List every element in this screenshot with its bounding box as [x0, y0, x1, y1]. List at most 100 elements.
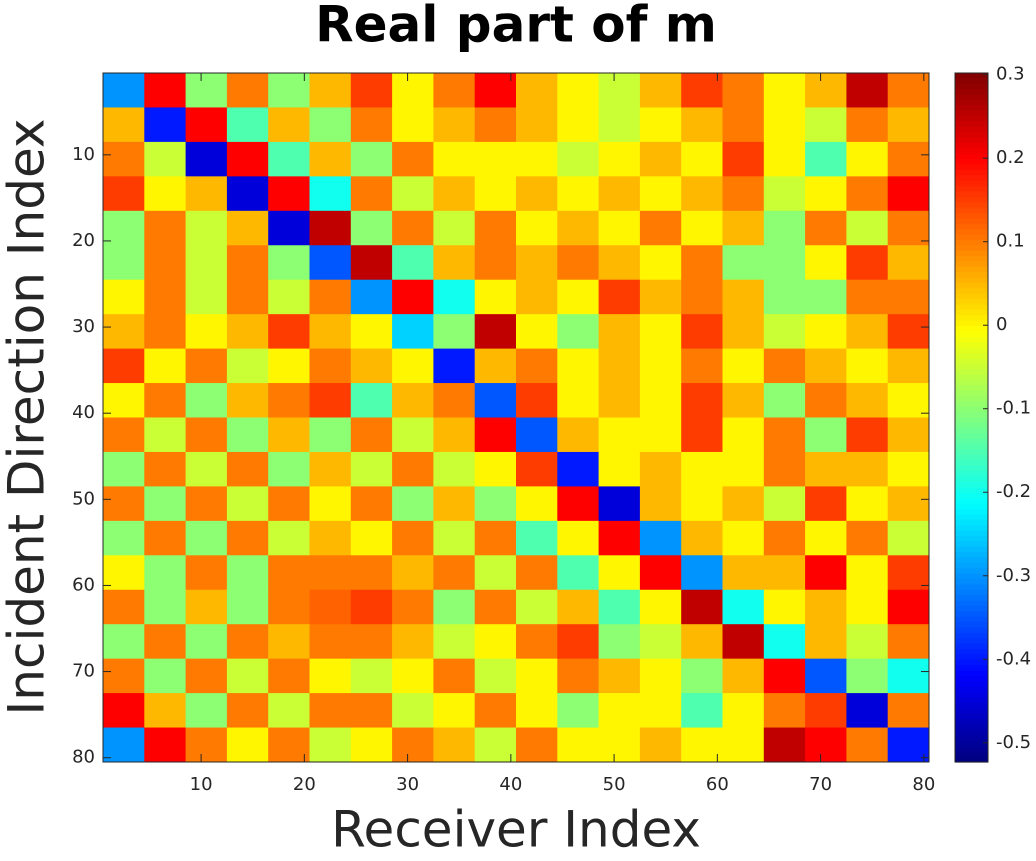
colorbar-swatch: [955, 99, 988, 106]
heatmap-cell: [185, 624, 228, 660]
heatmap-cell: [433, 417, 476, 453]
heatmap-cell: [474, 73, 517, 108]
colorbar-tick-label: -0.1: [996, 398, 1031, 419]
heatmap-cell: [516, 383, 558, 418]
heatmap-cell: [350, 107, 393, 143]
heatmap-cell: [557, 486, 600, 522]
heatmap-cell: [598, 451, 641, 487]
colorbar-swatch: [955, 471, 988, 478]
heatmap-cell: [763, 555, 806, 591]
colorbar-swatch: [955, 83, 988, 90]
colorbar-swatch: [955, 638, 988, 645]
heatmap-cell: [474, 486, 517, 522]
heatmap-cell: [681, 348, 723, 384]
heatmap-cell: [226, 73, 269, 108]
colorbar-swatch: [955, 745, 988, 752]
heatmap-cell: [268, 589, 310, 625]
heatmap-cell: [639, 348, 682, 384]
heatmap-cell: [144, 589, 187, 625]
heatmap-cell: [185, 658, 228, 694]
heatmap-cell: [639, 245, 682, 281]
colorbar-swatch: [955, 611, 988, 618]
heatmap-cell: [350, 348, 393, 384]
heatmap-cell: [185, 693, 228, 729]
heatmap-cell: [392, 107, 434, 143]
colorbar-swatch: [955, 708, 988, 715]
colorbar-swatch: [955, 325, 988, 332]
colorbar-swatch: [955, 256, 988, 262]
heatmap-cell: [103, 176, 145, 212]
colorbar-swatch: [955, 643, 988, 650]
heatmap-cell: [268, 141, 310, 177]
heatmap-cell: [805, 348, 847, 384]
colorbar-swatch: [955, 600, 988, 607]
colorbar-swatch: [955, 751, 988, 758]
heatmap-cell: [309, 73, 352, 108]
colorbar-swatch: [955, 729, 988, 736]
heatmap-cell: [763, 520, 806, 556]
heatmap-cell: [268, 624, 310, 660]
heatmap-cell: [474, 520, 517, 556]
colorbar-swatch: [955, 196, 988, 203]
colorbar-swatch: [955, 202, 988, 209]
heatmap-cell: [639, 624, 682, 660]
heatmap-cell: [268, 314, 310, 350]
heatmap-cell: [846, 451, 889, 487]
heatmap-cell: [185, 73, 228, 108]
colorbar-swatch: [955, 293, 988, 300]
heatmap-cell: [309, 624, 352, 660]
heatmap-cell: [639, 486, 682, 522]
colorbar-tick-label: -0.5: [996, 732, 1031, 753]
colorbar-swatch: [955, 110, 988, 117]
heatmap-cell: [805, 176, 847, 212]
heatmap-cell: [763, 348, 806, 384]
heatmap-cell: [722, 314, 765, 350]
heatmap-cell: [474, 141, 517, 177]
heatmap-cell: [185, 727, 228, 763]
heatmap-cell: [805, 279, 847, 315]
heatmap-cell: [433, 520, 476, 556]
heatmap-cell: [392, 176, 434, 212]
heatmap-cell: [392, 486, 434, 522]
heatmap-cell: [639, 176, 682, 212]
heatmap-cell: [763, 451, 806, 487]
heatmap-cell: [557, 383, 600, 418]
colorbar-swatch: [955, 675, 988, 682]
heatmap-cell: [144, 624, 187, 660]
heatmap-cell: [392, 624, 434, 660]
heatmap-cell: [887, 727, 930, 763]
colorbar-swatch: [955, 385, 988, 392]
heatmap-cell: [846, 245, 889, 281]
colorbar-swatch: [955, 132, 988, 139]
colorbar-swatch: [955, 568, 988, 575]
heatmap-cell: [268, 176, 310, 212]
colorbar-swatch: [955, 218, 988, 225]
heatmap-cell: [226, 383, 269, 418]
heatmap-cell: [722, 141, 765, 177]
heatmap-cell: [681, 624, 723, 660]
heatmap-cell: [722, 383, 765, 418]
heatmap-cell: [350, 245, 393, 281]
heatmap-cell: [805, 314, 847, 350]
heatmap-cell: [309, 348, 352, 384]
heatmap-cell: [144, 210, 187, 246]
heatmap-cell: [763, 107, 806, 143]
colorbar-swatch: [955, 702, 988, 709]
x-tick-label: 30: [396, 774, 419, 795]
heatmap-cell: [309, 555, 352, 591]
colorbar-swatch: [955, 412, 988, 419]
heatmap-cell: [846, 624, 889, 660]
heatmap-cell: [722, 176, 765, 212]
heatmap-cell: [557, 555, 600, 591]
heatmap-cell: [226, 693, 269, 729]
colorbar-swatch: [955, 557, 988, 564]
colorbar-swatch: [955, 584, 988, 591]
heatmap-cell: [474, 107, 517, 143]
heatmap-cell: [805, 555, 847, 591]
heatmap-cell: [103, 279, 145, 315]
colorbar-swatch: [955, 395, 988, 402]
heatmap-cell: [103, 73, 145, 108]
heatmap-cell: [557, 520, 600, 556]
heatmap-cell: [763, 383, 806, 418]
colorbar-swatch: [955, 401, 988, 408]
